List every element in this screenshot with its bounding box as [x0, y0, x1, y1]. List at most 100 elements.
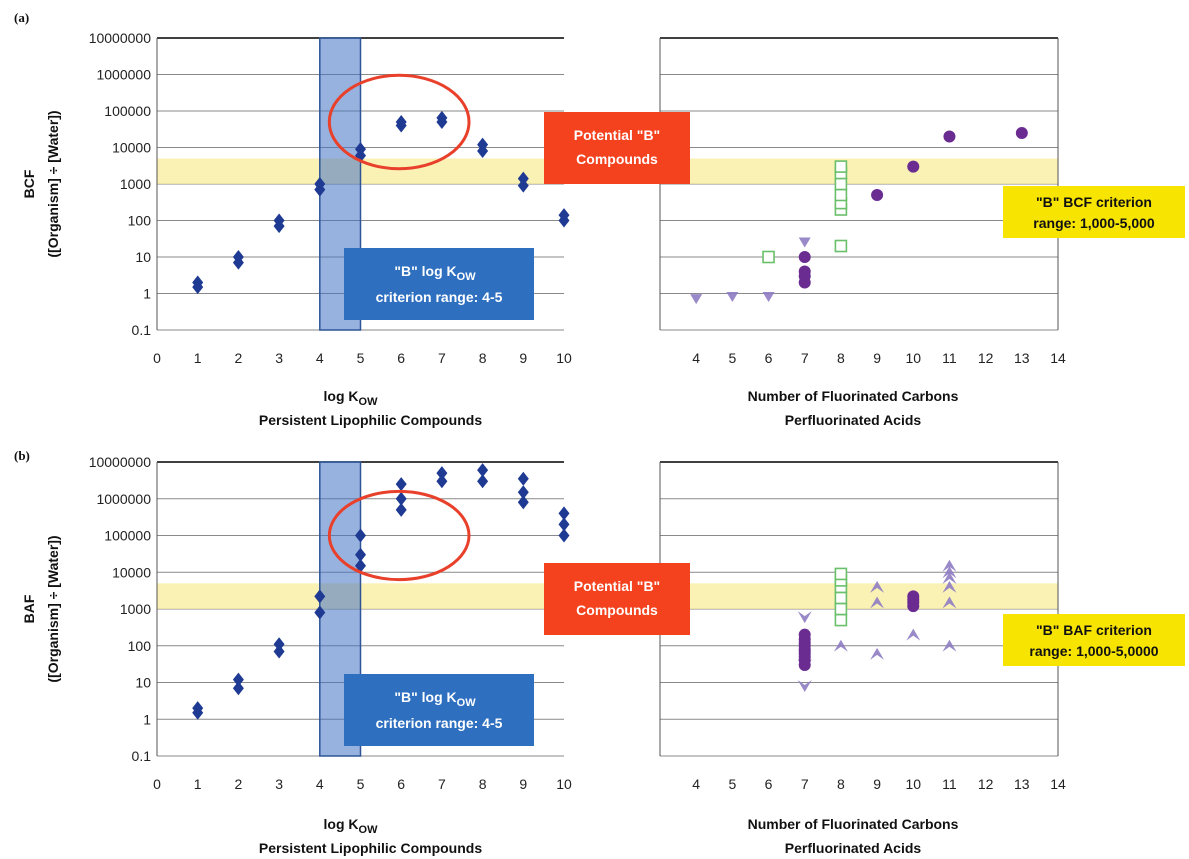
data-point-left — [355, 558, 366, 573]
y-axis-title: BAF — [21, 594, 37, 623]
panel-label: (a) — [14, 10, 29, 25]
x-tick-label-left: 0 — [153, 776, 161, 792]
y-tick-label: 100000 — [104, 103, 151, 119]
x-tick-label-left: 0 — [153, 350, 161, 366]
data-points — [192, 463, 957, 720]
x-tick-label-right: 12 — [978, 350, 994, 366]
y-tick-label: 10000 — [112, 564, 151, 580]
x-tick-label-right: 9 — [873, 350, 881, 366]
data-point-left — [314, 177, 326, 191]
data-point-left — [436, 466, 448, 481]
x-axis-title-left: log KOW — [324, 816, 379, 836]
criterion-box — [1003, 614, 1185, 666]
data-point-right — [942, 580, 957, 593]
panel-label: (b) — [14, 448, 30, 463]
potential-b-ellipse — [327, 73, 471, 171]
data-point-left — [395, 477, 407, 492]
data-point-right — [834, 613, 848, 627]
y-tick-label: 10000000 — [89, 454, 152, 470]
x-tick-label-right: 11 — [942, 350, 957, 366]
chart-panel-b: (b)BAF ([Organism] ÷ [Water])0.1110100100… — [14, 448, 1185, 856]
data-point-left — [192, 701, 204, 716]
potential-b-ellipse — [327, 489, 471, 582]
y-tick-label: 100 — [128, 638, 152, 654]
x-tick-label-left: 10 — [556, 350, 572, 366]
data-point-left — [517, 471, 529, 486]
x-tick-label-left: 1 — [194, 350, 202, 366]
data-point-right — [762, 250, 775, 264]
x-tick-label-left: 6 — [397, 350, 405, 366]
data-point-left — [232, 672, 244, 687]
data-point-right — [834, 591, 848, 605]
kow-criterion-label: criterion range: 4-5 — [376, 715, 503, 731]
x-tick-label-right: 6 — [765, 776, 773, 792]
x-tick-label-right: 10 — [905, 350, 921, 366]
y-tick-label: 1000 — [120, 176, 151, 192]
data-point-right — [834, 188, 848, 202]
x-tick-label-left: 3 — [275, 350, 283, 366]
data-point-left — [273, 213, 285, 228]
data-point-right — [726, 292, 739, 303]
criterion-label: "B" BCF criterion — [1036, 194, 1152, 210]
x-axis-title-left: log KOW — [324, 388, 379, 408]
x-tick-label-right: 13 — [1014, 350, 1030, 366]
criterion-label: range: 1,000-5,000 — [1033, 215, 1155, 231]
y-tick-label: 100000 — [104, 528, 151, 544]
y-tick-label: 10000000 — [89, 30, 152, 46]
y-tick-label: 1000 — [120, 601, 151, 617]
data-point-left — [273, 644, 285, 659]
data-point-left — [558, 208, 570, 223]
x-tick-label-left: 2 — [235, 350, 243, 366]
x-tick-label-right: 5 — [728, 350, 736, 366]
x-tick-label-left: 5 — [357, 350, 365, 366]
y-tick-label: 10 — [135, 675, 151, 691]
x-tick-label-left: 1 — [194, 776, 202, 792]
data-point-right — [942, 559, 957, 572]
data-point-right — [798, 251, 811, 263]
y-axis-title: BCF — [21, 169, 37, 198]
x-tick-label-right: 10 — [905, 776, 921, 792]
x-tick-label-right: 14 — [1050, 350, 1066, 366]
x-tick-label-right: 13 — [1014, 776, 1030, 792]
data-point-right — [798, 237, 811, 248]
x-tick-label-left: 8 — [479, 350, 487, 366]
x-tick-label-right: 4 — [692, 776, 700, 792]
y-tick-label: 10000 — [112, 140, 151, 156]
y-tick-label: 1000000 — [96, 491, 151, 507]
chart-panel-a: (a)BCF ([Organism] ÷ [Water])0.1110100100… — [14, 10, 1185, 428]
x-axis-subtitle-right: Perfluorinated Acids — [785, 412, 922, 428]
data-point-right — [942, 566, 957, 579]
data-point-left — [395, 114, 407, 129]
data-point-left — [232, 681, 244, 696]
criterion-label: range: 1,000-5,0000 — [1029, 643, 1158, 659]
data-point-left — [314, 605, 326, 620]
data-point-right — [943, 130, 956, 143]
x-tick-label-right: 4 — [692, 350, 700, 366]
kow-criterion-box — [344, 674, 534, 746]
data-point-right — [834, 177, 848, 191]
x-tick-label-right: 8 — [837, 350, 845, 366]
data-point-right — [907, 160, 920, 173]
x-tick-label-left: 7 — [438, 350, 446, 366]
data-point-left — [517, 178, 529, 193]
kow-criterion-label: "B" log KOW — [394, 263, 476, 283]
x-tick-label-left: 7 — [438, 776, 446, 792]
data-point-right — [834, 602, 848, 616]
kow-criterion-box — [344, 248, 534, 320]
data-point-right — [834, 160, 848, 173]
y-tick-label: 10 — [135, 249, 151, 265]
data-point-right — [870, 580, 885, 593]
data-point-left — [314, 589, 326, 604]
y-tick-label: 0.1 — [132, 322, 152, 338]
data-point-left — [355, 142, 366, 157]
data-point-left — [395, 491, 407, 506]
data-point-left — [273, 637, 285, 652]
x-axis-subtitle-left: Persistent Lipophilic Compounds — [259, 840, 482, 856]
data-point-right — [942, 571, 957, 584]
data-point-left — [558, 528, 570, 543]
x-tick-label-right: 5 — [728, 776, 736, 792]
data-point-left — [517, 495, 529, 510]
data-point-right — [762, 292, 775, 303]
potential-b-label: Potential "B" — [574, 127, 660, 143]
data-point-right — [906, 628, 921, 641]
